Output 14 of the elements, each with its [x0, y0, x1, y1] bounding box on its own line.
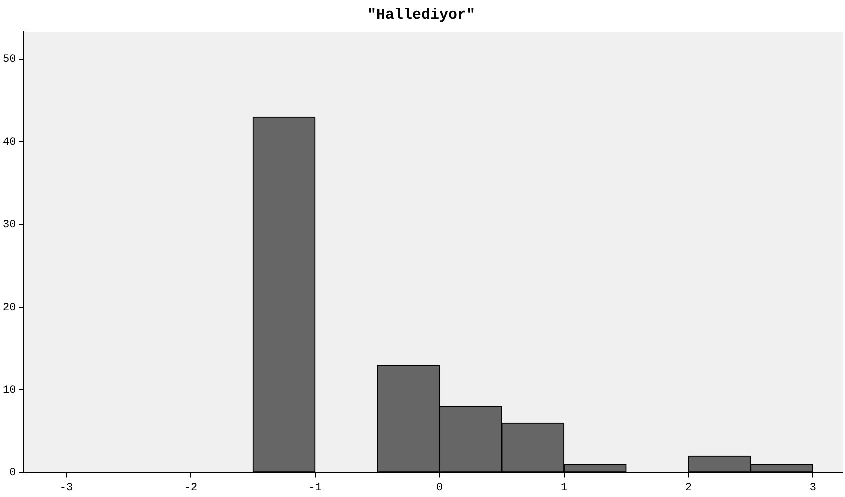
y-tick-label: 50	[3, 54, 16, 66]
x-tick-label: -3	[60, 482, 74, 494]
x-tick-label: -1	[308, 482, 322, 494]
x-tick-label: 3	[810, 482, 816, 494]
y-tick-label: 20	[3, 302, 16, 314]
x-tick-label: 0	[436, 482, 444, 494]
y-tick-label: 40	[3, 136, 16, 149]
chart-title: "Hallediyor"	[367, 6, 476, 24]
x-tick-label: -2	[184, 482, 198, 494]
x-tick-label: 2	[685, 482, 692, 494]
y-tick-label: 0	[10, 468, 16, 480]
y-tick-label: 30	[3, 220, 16, 232]
x-tick-label: 1	[560, 482, 568, 494]
y-tick-label: 10	[3, 385, 16, 398]
